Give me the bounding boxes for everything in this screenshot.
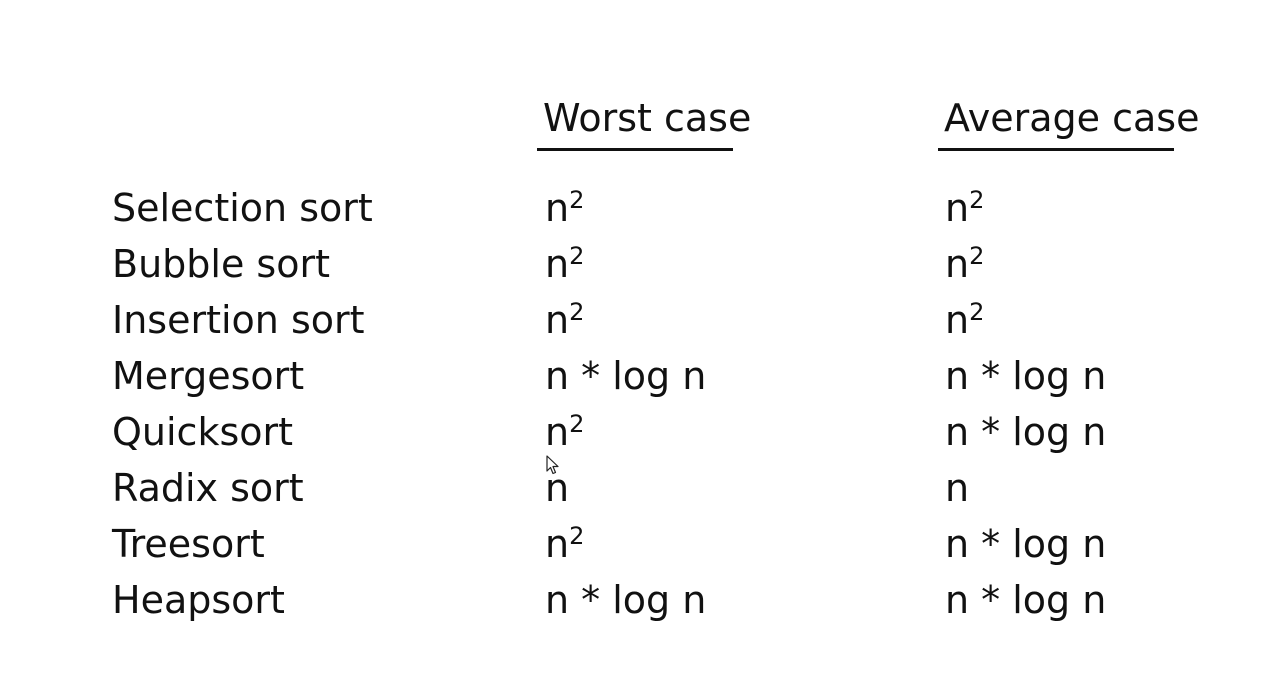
algorithm-name: Quicksort <box>112 410 294 454</box>
average-case-value: n * log n <box>945 522 1107 566</box>
table-row: Quicksort n2 n * log n <box>0 408 1280 464</box>
algorithm-name: Treesort <box>112 522 265 566</box>
algorithm-name: Mergesort <box>112 354 305 398</box>
table-row: Radix sort n n <box>0 464 1280 520</box>
mouse-pointer-icon <box>546 455 559 475</box>
average-case-value: n2 <box>945 298 985 342</box>
worst-case-value: n2 <box>545 186 585 230</box>
table-row: Bubble sort n2 n2 <box>0 240 1280 296</box>
algorithm-name: Radix sort <box>112 466 304 510</box>
header-average-underline <box>938 148 1174 151</box>
header-worst-case: Worst case <box>543 96 752 140</box>
algorithm-name: Insertion sort <box>112 298 365 342</box>
average-case-value: n2 <box>945 186 985 230</box>
table-row: Treesort n2 n * log n <box>0 520 1280 576</box>
average-case-value: n * log n <box>945 354 1107 398</box>
average-case-value: n * log n <box>945 578 1107 622</box>
header-worst-underline <box>537 148 733 151</box>
worst-case-value: n <box>545 466 570 510</box>
worst-case-value: n2 <box>545 522 585 566</box>
table-row: Insertion sort n2 n2 <box>0 296 1280 352</box>
worst-case-value: n2 <box>545 410 585 454</box>
worst-case-value: n * log n <box>545 578 707 622</box>
worst-case-value: n2 <box>545 242 585 286</box>
algorithm-name: Selection sort <box>112 186 373 230</box>
average-case-value: n * log n <box>945 410 1107 454</box>
header-average-case: Average case <box>944 96 1200 140</box>
table-row: Selection sort n2 n2 <box>0 184 1280 240</box>
table-row: Heapsort n * log n n * log n <box>0 576 1280 632</box>
algorithm-name: Bubble sort <box>112 242 330 286</box>
algorithm-name: Heapsort <box>112 578 285 622</box>
average-case-value: n2 <box>945 242 985 286</box>
average-case-value: n <box>945 466 970 510</box>
worst-case-value: n2 <box>545 298 585 342</box>
table-row: Mergesort n * log n n * log n <box>0 352 1280 408</box>
worst-case-value: n * log n <box>545 354 707 398</box>
